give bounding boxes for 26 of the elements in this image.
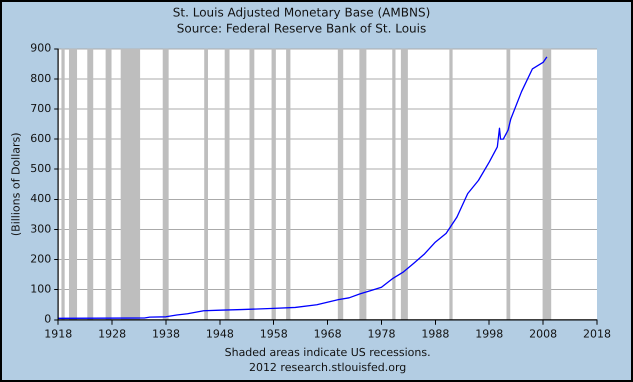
y-tick-label: 900 (30, 42, 52, 55)
y-tick-label: 400 (30, 192, 52, 206)
x-tick-label: 1938 (152, 327, 180, 340)
x-tick-label: 2018 (583, 327, 611, 340)
text: 2012 research.stlouisfed.org (248, 361, 406, 374)
y-tick-label: 500 (30, 162, 52, 176)
x-tick-label: 1988 (421, 327, 450, 340)
x-tick-label: 1968 (314, 327, 342, 340)
y-axis-title: (Billions of Dollars) (9, 132, 22, 236)
x-tick-label: 1978 (367, 327, 396, 340)
x-tick-label: 1998 (475, 327, 504, 340)
x-tick-label: 2008 (529, 327, 558, 340)
chart-subtitle: Source: Federal Reserve Bank of St. Louis (176, 22, 426, 36)
chart-title: St. Louis Adjusted Monetary Base (AMBNS) (172, 5, 430, 20)
x-tick-label: 1928 (98, 327, 126, 340)
x-tick-label: 1958 (260, 327, 288, 340)
y-tick-label: 700 (30, 102, 52, 115)
y-tick-label: 0 (44, 312, 52, 326)
y-tick-label: 800 (30, 72, 52, 85)
text: Shaded areas indicate US recessions. (224, 346, 431, 359)
y-tick-label: 100 (30, 282, 52, 296)
y-tick-label: 200 (30, 252, 52, 266)
y-tick-label: 300 (30, 222, 52, 236)
x-tick-label: 1918 (44, 327, 72, 340)
y-tick-label: 600 (30, 132, 52, 145)
x-tick-label: 1948 (206, 327, 234, 340)
